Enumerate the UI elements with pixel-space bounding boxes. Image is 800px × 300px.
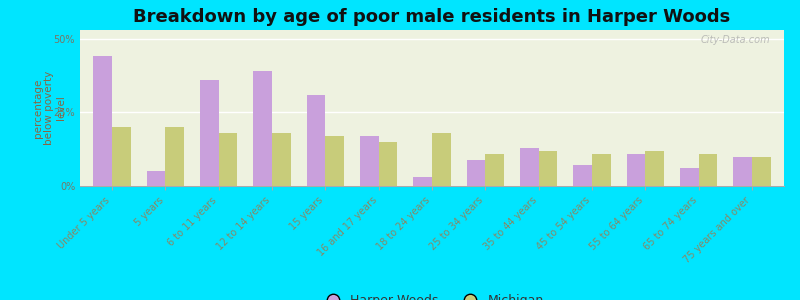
Bar [166, 127, 184, 186]
Bar [360, 136, 378, 186]
Bar [592, 154, 610, 186]
Bar [200, 80, 218, 186]
Bar [466, 160, 486, 186]
Bar [272, 133, 290, 186]
Bar [486, 154, 504, 186]
Bar [326, 136, 344, 186]
Bar [94, 56, 112, 186]
Bar [646, 151, 664, 186]
Bar [306, 95, 326, 186]
Bar [752, 157, 770, 186]
Bar [680, 168, 698, 186]
Bar [698, 154, 718, 186]
Bar [112, 127, 130, 186]
Bar [432, 133, 450, 186]
Bar [218, 133, 238, 186]
Bar [254, 71, 272, 186]
Bar [520, 148, 538, 186]
Title: Breakdown by age of poor male residents in Harper Woods: Breakdown by age of poor male residents … [134, 8, 730, 26]
Bar [626, 154, 646, 186]
Bar [146, 171, 166, 186]
Legend: Harper Woods, Michigan: Harper Woods, Michigan [315, 289, 549, 300]
Bar [734, 157, 752, 186]
Bar [378, 142, 398, 186]
Text: City-Data.com: City-Data.com [700, 35, 770, 45]
Bar [538, 151, 558, 186]
Y-axis label: percentage
below poverty
level: percentage below poverty level [33, 71, 66, 145]
Bar [574, 165, 592, 186]
Bar [414, 177, 432, 186]
